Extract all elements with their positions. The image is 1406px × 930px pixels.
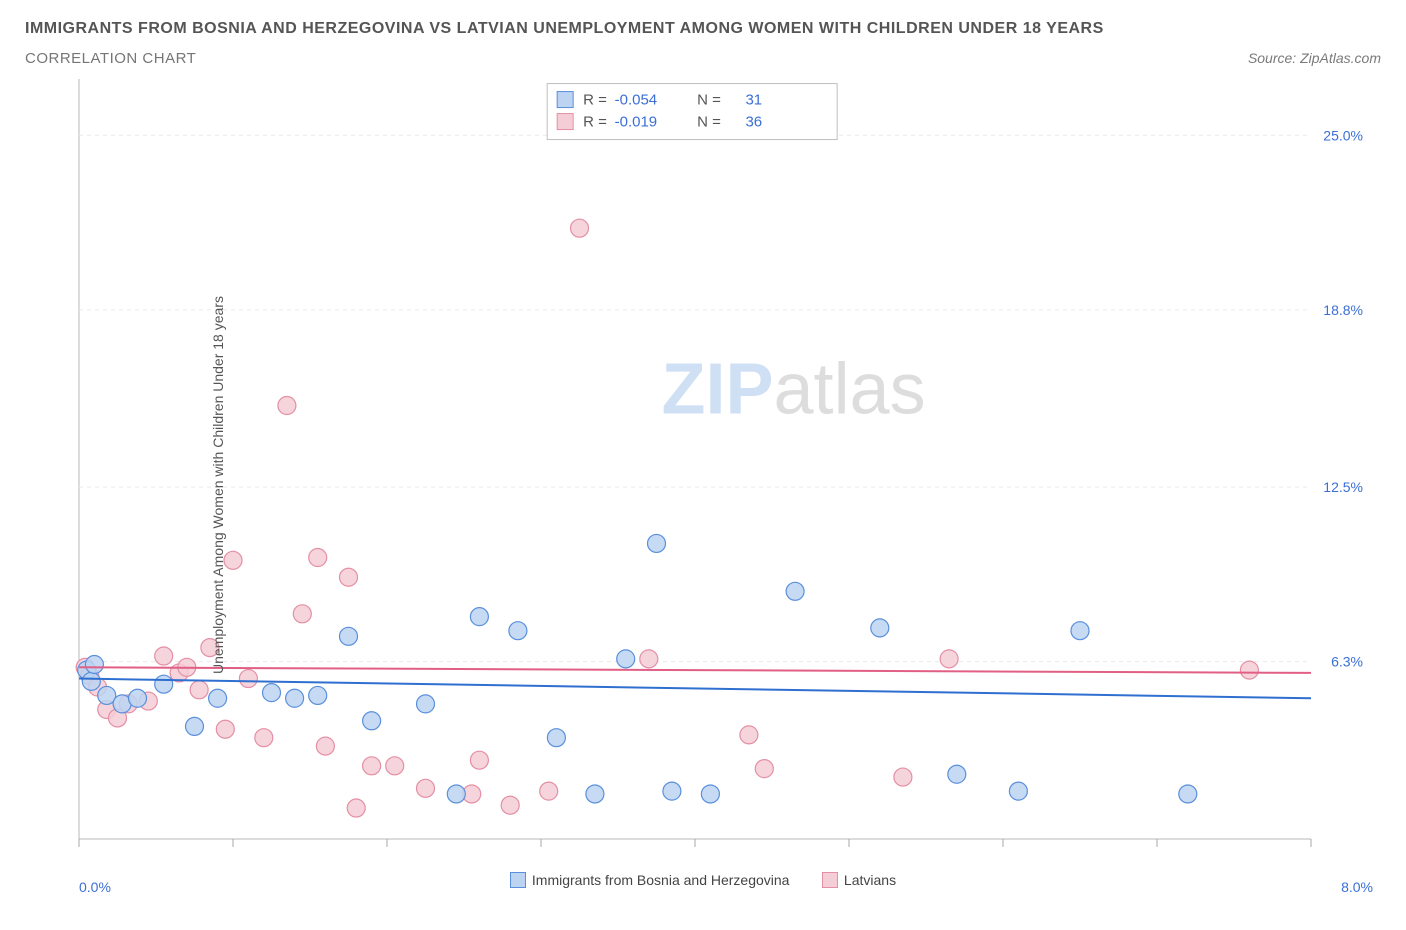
svg-text:-0.054: -0.054 bbox=[615, 92, 658, 109]
page-title: IMMIGRANTS FROM BOSNIA AND HERZEGOVINA V… bbox=[25, 20, 1381, 38]
chart-subtitle: CORRELATION CHART bbox=[25, 50, 196, 67]
svg-text:18.8%: 18.8% bbox=[1323, 302, 1363, 318]
svg-text:36: 36 bbox=[745, 114, 762, 131]
source-attribution: Source: ZipAtlas.com bbox=[1248, 50, 1381, 66]
source-label: Source: bbox=[1248, 50, 1296, 66]
subtitle-row: CORRELATION CHART Source: ZipAtlas.com bbox=[25, 50, 1381, 67]
legend-swatch-icon bbox=[510, 872, 526, 888]
legend-swatch-icon bbox=[822, 872, 838, 888]
svg-text:N =: N = bbox=[697, 92, 721, 109]
svg-text:12.5%: 12.5% bbox=[1323, 479, 1363, 495]
svg-text:25.0%: 25.0% bbox=[1323, 127, 1363, 143]
svg-text:R =: R = bbox=[583, 114, 607, 131]
legend-item-bosnia: Immigrants from Bosnia and Herzegovina bbox=[510, 872, 790, 888]
y-axis-title: Unemployment Among Women with Children U… bbox=[210, 296, 226, 674]
source-value: ZipAtlas.com bbox=[1300, 50, 1381, 66]
legend-label: Immigrants from Bosnia and Herzegovina bbox=[532, 872, 790, 888]
legend-item-latvians: Latvians bbox=[822, 872, 896, 888]
chart-container: Unemployment Among Women with Children U… bbox=[25, 75, 1381, 895]
legend-label: Latvians bbox=[844, 872, 896, 888]
svg-text:31: 31 bbox=[745, 92, 762, 109]
svg-text:6.3%: 6.3% bbox=[1331, 654, 1363, 670]
svg-text:R =: R = bbox=[583, 92, 607, 109]
svg-text:-0.019: -0.019 bbox=[615, 114, 658, 131]
svg-text:ZIPatlas: ZIPatlas bbox=[662, 349, 926, 429]
scatter-chart: 6.3% 12.5% 18.8% 25.0% ZIPatlas R = -0.054 N = 3… bbox=[25, 75, 1381, 875]
legend-bottom: Immigrants from Bosnia and Herzegovina L… bbox=[25, 872, 1381, 893]
svg-text:N =: N = bbox=[697, 114, 721, 131]
